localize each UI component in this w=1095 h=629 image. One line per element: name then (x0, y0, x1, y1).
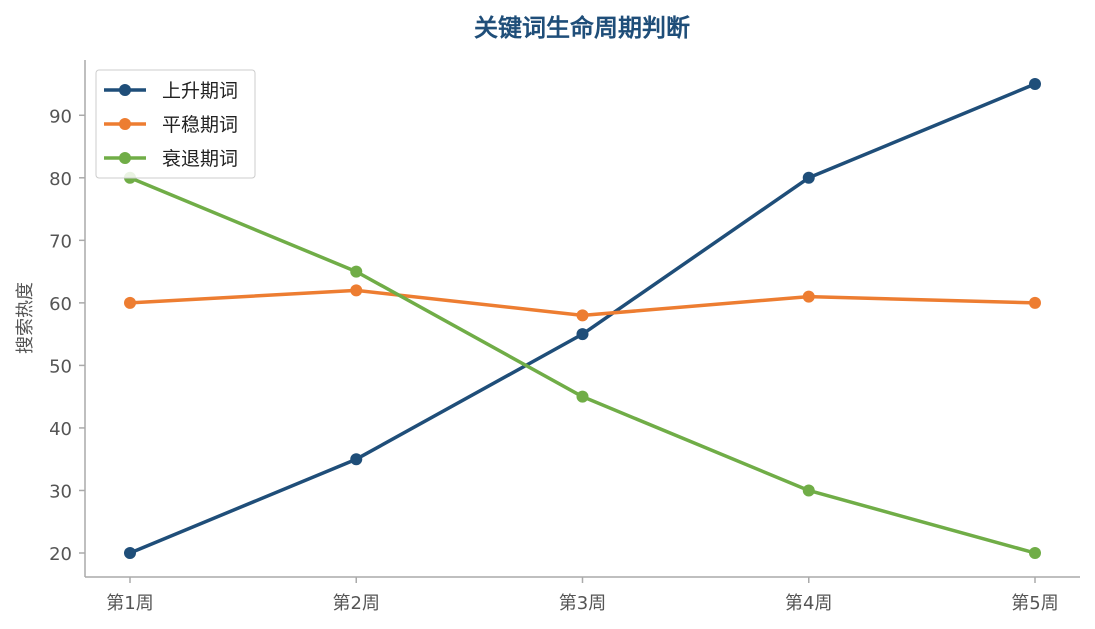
x-tick-label: 第3周 (559, 593, 606, 614)
y-axis-label: 搜索热度 (15, 282, 36, 354)
x-ticks: 第1周 第2周 第3周 第4周 第5周 (106, 577, 1059, 614)
data-point (576, 390, 589, 403)
data-point (802, 290, 815, 303)
data-point (350, 284, 363, 297)
data-point (802, 484, 815, 497)
data-point (1029, 78, 1041, 90)
y-ticks: 20 30 40 50 60 70 80 90 (49, 106, 85, 565)
y-tick-label: 50 (49, 356, 72, 377)
series-points (124, 78, 1041, 559)
x-tick-label: 第1周 (106, 593, 153, 614)
legend-label: 上升期词 (162, 80, 238, 102)
data-point (1029, 296, 1041, 309)
data-point (576, 328, 589, 341)
x-tick-label: 第4周 (785, 593, 832, 614)
data-point (350, 265, 363, 278)
y-tick-label: 70 (49, 231, 72, 252)
x-tick-label: 第2周 (333, 593, 380, 614)
data-point (124, 547, 136, 559)
y-tick-label: 30 (49, 481, 72, 502)
y-tick-label: 60 (49, 294, 72, 315)
legend-marker (119, 152, 131, 164)
chart-title: 关键词生命周期判断 (474, 14, 690, 42)
legend-label: 衰退期词 (162, 148, 238, 170)
legend-label: 平稳期词 (162, 114, 238, 136)
data-point (576, 309, 589, 322)
y-tick-label: 80 (49, 169, 72, 190)
y-tick-label: 90 (49, 106, 72, 127)
y-tick-label: 40 (49, 419, 72, 440)
legend-box (95, 69, 256, 179)
data-point (802, 171, 815, 184)
x-tick-label: 第5周 (1011, 593, 1058, 614)
data-point (1029, 547, 1041, 559)
y-tick-label: 20 (49, 544, 72, 565)
data-point (350, 453, 363, 466)
legend-marker (119, 118, 131, 130)
legend-marker (119, 84, 131, 96)
data-point (124, 296, 136, 309)
